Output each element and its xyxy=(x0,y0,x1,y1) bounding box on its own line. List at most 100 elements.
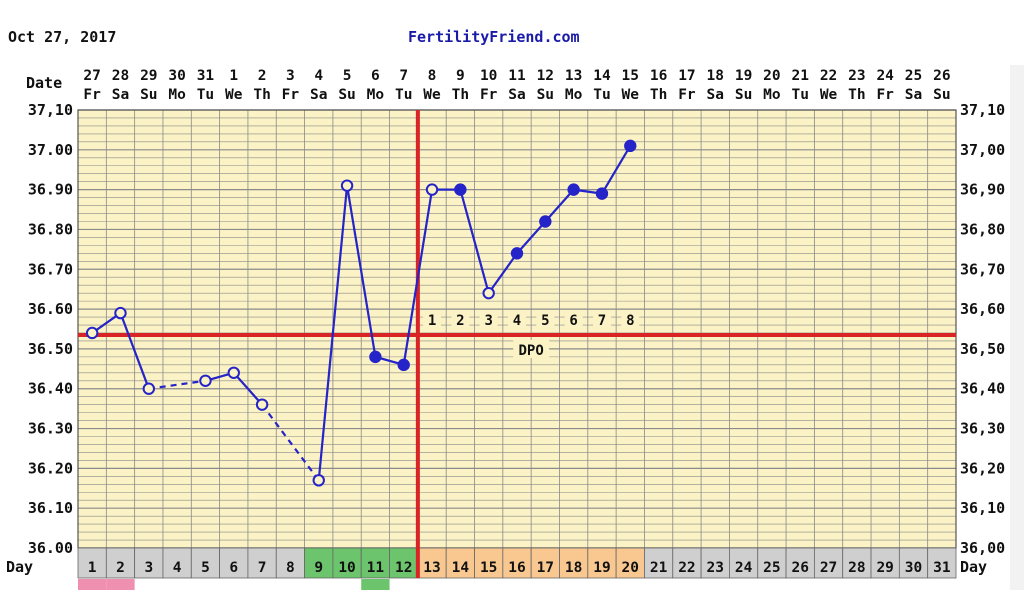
dpo-label: DPO xyxy=(519,343,544,359)
temp-line-segment xyxy=(119,312,150,390)
weekday-label: Th xyxy=(848,87,865,103)
date-label: 30 xyxy=(168,68,185,84)
date-label: 25 xyxy=(905,68,922,84)
y-tick-label-left: 36.20 xyxy=(28,459,73,477)
weekday-label: Mo xyxy=(763,87,781,103)
cycle-day-cell xyxy=(842,547,872,579)
cycle-day-label: 11 xyxy=(367,560,385,576)
cycle-day-label: 19 xyxy=(593,560,610,576)
y-tick-label-left: 36.80 xyxy=(28,220,73,238)
y-tick-label-right: 37,10 xyxy=(960,101,1005,119)
temp-line-segment xyxy=(345,185,377,358)
temp-point-filled xyxy=(510,247,524,260)
temp-point-open xyxy=(114,306,127,320)
y-tick-label-right: 36,90 xyxy=(960,181,1005,199)
cycle-day-label: 24 xyxy=(735,560,753,576)
cycle-day-label: 18 xyxy=(565,560,582,576)
day-row-label-right: Day xyxy=(960,558,987,576)
weekday-label: Fr xyxy=(678,87,696,103)
cycle-day-cell xyxy=(785,547,815,579)
brand-link[interactable]: FertilityFriend.com xyxy=(408,28,580,46)
temp-line-segment xyxy=(317,185,349,481)
weekday-label: Su xyxy=(140,87,157,103)
weekday-label: Tu xyxy=(593,87,610,103)
weekday-label: Th xyxy=(253,87,270,103)
page-edge-shade xyxy=(1010,65,1024,590)
temp-point-filled xyxy=(624,139,637,153)
cycle-day-label: 14 xyxy=(452,560,470,576)
weekday-label: Sa xyxy=(112,87,129,103)
cycle-day-cell xyxy=(927,547,957,579)
cycle-day-cell xyxy=(644,547,674,579)
cycle-day-label: 2 xyxy=(116,560,125,576)
cycle-day-label: 7 xyxy=(258,560,267,576)
date-label: 9 xyxy=(456,68,465,84)
dpo-number: 4 xyxy=(513,313,521,329)
weekday-label: Tu xyxy=(197,87,214,103)
cycle-day-label: 1 xyxy=(88,560,97,576)
date-label: 23 xyxy=(848,68,865,84)
temp-point-filled xyxy=(454,183,467,196)
temp-point-open xyxy=(482,286,495,300)
dpo-number: 5 xyxy=(541,313,549,329)
cycle-day-label: 29 xyxy=(876,560,893,576)
dpo-number-bg xyxy=(423,310,442,329)
cycle-day-label: 28 xyxy=(848,560,865,576)
y-tick-label-left: 36.10 xyxy=(28,499,73,517)
cycle-day-cell xyxy=(445,547,475,579)
date-label: 10 xyxy=(480,68,497,84)
weekday-label: Su xyxy=(933,87,950,103)
y-tick-label-right: 36,00 xyxy=(960,539,1005,557)
date-label: 11 xyxy=(508,68,526,84)
date-label: 5 xyxy=(343,68,352,84)
weekday-label: Tu xyxy=(395,87,412,103)
weekday-label: Su xyxy=(735,87,752,103)
y-tick-label-right: 36,10 xyxy=(960,499,1005,517)
date-label: 16 xyxy=(650,68,667,84)
date-label: 31 xyxy=(197,68,215,84)
y-tick-label-left: 36.00 xyxy=(28,539,73,557)
dpo-number: 2 xyxy=(456,313,464,329)
weekday-label: Su xyxy=(537,87,554,103)
weekday-label: Sa xyxy=(508,87,525,103)
temp-line-segment xyxy=(487,252,518,294)
cycle-day-label: 23 xyxy=(707,560,724,576)
weekday-label: Fr xyxy=(480,87,498,103)
cycle-day-label: 9 xyxy=(314,560,323,576)
dpo-number: 8 xyxy=(626,313,634,329)
weekday-label: Mo xyxy=(367,87,385,103)
date-label: 19 xyxy=(735,68,752,84)
date-label: 1 xyxy=(229,68,238,84)
date-label: 4 xyxy=(314,68,323,84)
cycle-day-label: 3 xyxy=(144,560,153,576)
period-cell xyxy=(106,579,135,591)
dpo-number-bg xyxy=(592,310,611,329)
temp-line-segment xyxy=(544,188,575,223)
weekday-label: Mo xyxy=(565,87,583,103)
weekday-label: Tu xyxy=(791,87,808,103)
cycle-day-label: 8 xyxy=(286,560,295,576)
cycle-day-cell xyxy=(700,547,730,579)
fertile-cell xyxy=(361,579,390,591)
dpo-label-bg xyxy=(513,339,550,358)
cycle-day-cell xyxy=(615,547,645,579)
dpo-number-bg xyxy=(621,310,640,329)
temp-line-segment xyxy=(601,145,632,195)
cycle-day-cell xyxy=(332,547,362,579)
weekday-label: Th xyxy=(650,87,667,103)
y-tick-label-right: 37,00 xyxy=(960,141,1005,159)
cycle-day-label: 16 xyxy=(508,560,525,576)
plot-area: 36.00 36.10 36.20 36.30 36.40 36.50 36.60 36.70… xyxy=(28,65,1024,591)
cycle-day-label: 6 xyxy=(229,560,238,576)
temp-point-open xyxy=(425,183,439,196)
temp-line-segment xyxy=(459,189,490,294)
date-label: 2 xyxy=(258,68,267,84)
cycle-day-cell xyxy=(898,547,929,579)
y-tick-label-right: 36,60 xyxy=(960,300,1005,318)
date-label: 12 xyxy=(537,68,554,84)
dpo-number: 6 xyxy=(569,313,577,329)
temp-point-open xyxy=(312,474,325,487)
y-tick-label-left: 36.40 xyxy=(28,380,73,398)
